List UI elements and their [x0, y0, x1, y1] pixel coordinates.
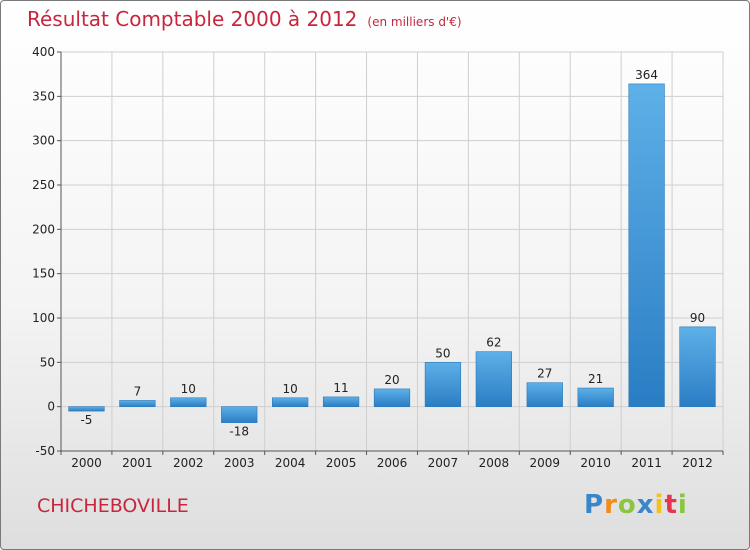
y-tick-label: 150: [32, 267, 55, 281]
bar-2005: [322, 396, 360, 407]
x-tick-label: 2007: [428, 456, 459, 470]
chart-title: Résultat Comptable 2000 à 2012 (en millie…: [27, 7, 462, 31]
bar-2000: [68, 406, 105, 412]
x-tick-label: 2003: [224, 456, 255, 470]
bar-2012: [679, 326, 716, 407]
y-tick-label: -50: [35, 444, 55, 458]
bar-value-label: 62: [486, 336, 501, 350]
x-tick-label: 2010: [580, 456, 611, 470]
y-tick-label: 200: [32, 222, 55, 236]
bar-2006: [373, 388, 411, 407]
bar-2003: [221, 406, 258, 423]
x-tick-label: 2011: [631, 456, 662, 470]
bar-2002: [170, 397, 207, 407]
bar-value-label: 364: [635, 68, 658, 82]
x-tick-label: 2006: [377, 456, 408, 470]
bar-2004: [272, 397, 309, 407]
x-tick-label: 2009: [529, 456, 560, 470]
y-tick-label: 100: [32, 311, 55, 325]
y-tick-label: 300: [32, 134, 55, 148]
x-tick-label: 2005: [326, 456, 357, 470]
y-tick-label: 400: [32, 45, 55, 59]
bar-value-label: 10: [181, 382, 196, 396]
bar-value-label: -18: [229, 425, 249, 439]
axes: -50 0 50 100 150 200 250 300 350 400: [32, 45, 724, 458]
x-tick-label: 2012: [682, 456, 713, 470]
bar-value-label: 21: [588, 372, 603, 386]
bar-2007: [424, 362, 462, 407]
y-tick-label: 250: [32, 178, 55, 192]
bars: [68, 83, 716, 423]
bar-2008: [475, 351, 512, 407]
y-tick-label: 350: [32, 89, 55, 103]
bar-2009: [526, 382, 563, 407]
bar-value-label: 90: [690, 311, 705, 325]
y-tick-label: 0: [47, 400, 55, 414]
chart-title-text: Résultat Comptable 2000 à 2012: [27, 7, 358, 31]
bar-value-label: 27: [537, 367, 552, 381]
y-tick-label: 50: [40, 355, 55, 369]
proxiti-logo: Proxiti: [584, 490, 688, 520]
place-name: CHICHEBOVILLE: [37, 495, 189, 517]
bar-2011: [628, 83, 665, 407]
bar-2010: [577, 387, 614, 407]
x-tick-label: 2002: [173, 456, 204, 470]
bar-value-label: 7: [134, 384, 142, 398]
bar-value-label: 10: [283, 382, 298, 396]
bar-value-label: 20: [384, 373, 399, 387]
bar-value-label: 11: [333, 381, 348, 395]
chart-subtitle: (en milliers d'€): [367, 15, 462, 29]
bar-value-label: 50: [435, 346, 450, 360]
x-tick-label: 2004: [275, 456, 306, 470]
x-tick-label: 2008: [479, 456, 510, 470]
labels: -5 2000 7 2001 10 2002 -18 2003 10 2004 11 2005 20 20…: [71, 68, 713, 470]
bar-value-label: -5: [80, 413, 92, 427]
bar-2001: [119, 400, 156, 407]
x-tick-label: 2000: [71, 456, 102, 470]
x-tick-label: 2001: [122, 456, 153, 470]
